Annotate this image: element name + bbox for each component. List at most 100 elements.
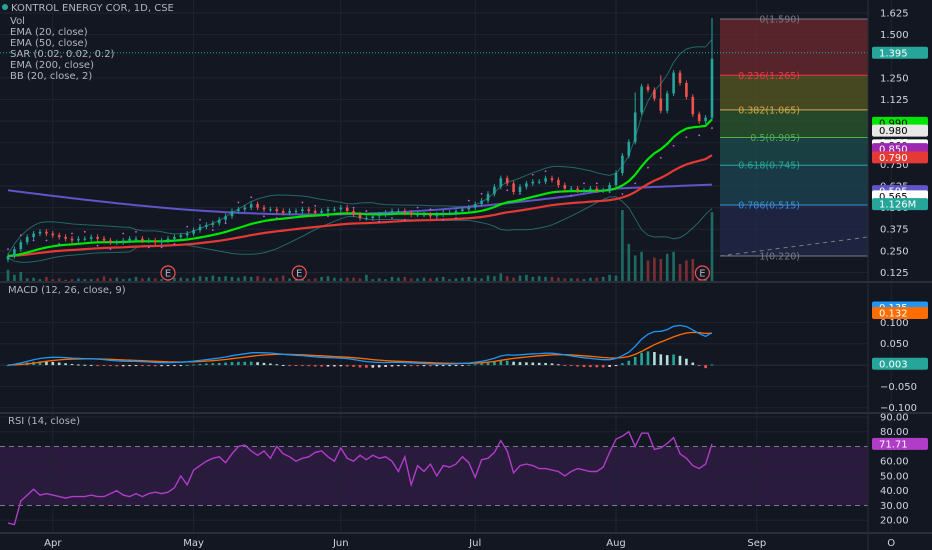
volume-bar bbox=[499, 273, 503, 282]
fib-level-label: 0.786(0.515) bbox=[738, 201, 800, 212]
price-tag: 0.790 bbox=[879, 153, 908, 164]
volume-bar bbox=[710, 212, 714, 282]
candle-body bbox=[64, 237, 67, 239]
macd-histogram-bar bbox=[409, 365, 413, 367]
sar-dot bbox=[71, 232, 73, 235]
candle-body bbox=[275, 209, 279, 212]
macd-histogram-bar bbox=[659, 354, 663, 366]
fib-zone bbox=[720, 109, 868, 138]
macd-histogram-bar bbox=[678, 355, 682, 366]
fib-level-label: 1(0.220) bbox=[759, 252, 800, 263]
volume-bar bbox=[685, 260, 688, 282]
volume-bar bbox=[569, 278, 573, 282]
macd-histogram-bar bbox=[326, 365, 330, 367]
volume-bar bbox=[646, 260, 650, 282]
macd-tag: 0.132 bbox=[879, 309, 908, 320]
candle-body bbox=[429, 214, 432, 217]
macd-histogram-bar bbox=[646, 351, 650, 366]
price-tick-label: 0.750 bbox=[880, 160, 909, 171]
candle-body bbox=[217, 219, 221, 224]
candle-body bbox=[89, 237, 93, 239]
macd-histogram-bar bbox=[525, 362, 528, 366]
macd-histogram-bar bbox=[345, 365, 349, 367]
sar-dot bbox=[506, 189, 509, 192]
macd-histogram-bar bbox=[672, 354, 675, 366]
candle-body bbox=[230, 211, 234, 217]
candle-body bbox=[493, 186, 496, 194]
ema20-line bbox=[7, 118, 713, 258]
macd-histogram-bar bbox=[531, 362, 535, 366]
macd-histogram-bar bbox=[307, 365, 311, 367]
macd-histogram-bar bbox=[269, 363, 272, 366]
macd-histogram-bar bbox=[211, 363, 215, 366]
candle-body bbox=[563, 185, 567, 189]
candle-body bbox=[358, 214, 362, 218]
macd-histogram-bar bbox=[70, 364, 74, 366]
macd-histogram-bar bbox=[454, 365, 458, 367]
candle-body bbox=[294, 211, 298, 213]
volume-bar bbox=[435, 277, 439, 282]
candle-body bbox=[333, 209, 336, 211]
volume-bar bbox=[653, 257, 656, 282]
volume-bar bbox=[281, 275, 285, 282]
macd-histogram-bar bbox=[134, 365, 138, 367]
sar-dot bbox=[685, 136, 688, 139]
volume-bar bbox=[397, 277, 400, 282]
earnings-marker-2: E bbox=[296, 269, 302, 280]
volume-bar bbox=[422, 277, 426, 282]
volume-bar bbox=[358, 278, 362, 282]
candle-body bbox=[371, 216, 375, 218]
volume-bar bbox=[326, 276, 330, 282]
macd-histogram-bar bbox=[653, 352, 656, 366]
time-tick-label: Jun bbox=[332, 538, 349, 549]
candle-body bbox=[198, 226, 202, 231]
macd-histogram-bar bbox=[256, 362, 259, 366]
candle-body bbox=[685, 83, 688, 97]
macd-histogram-bar bbox=[109, 365, 112, 367]
legend-sar: SAR (0.02, 0.02, 0.2) bbox=[10, 49, 115, 60]
sar-dot bbox=[531, 173, 534, 176]
candle-body bbox=[582, 190, 586, 192]
candle-body bbox=[345, 207, 349, 212]
candle-body bbox=[691, 96, 695, 115]
volume-bar bbox=[493, 276, 496, 282]
rsi-tag-bg bbox=[872, 437, 928, 450]
candle-body bbox=[45, 231, 48, 234]
candle-body bbox=[185, 233, 189, 236]
volume-bar bbox=[582, 279, 586, 282]
volume-bar bbox=[198, 276, 202, 282]
macd-histogram-bar bbox=[601, 365, 605, 368]
price-tick-label: 1.125 bbox=[880, 95, 909, 106]
macd-histogram-bar bbox=[461, 365, 464, 367]
volume-bar bbox=[550, 276, 554, 282]
candle-body bbox=[595, 188, 599, 191]
fibonacci-retracement[interactable]: 0(1.590) 0.236(1.265) 0.382(1.065) 0.5(0.90… bbox=[719, 15, 869, 263]
volume-bar bbox=[454, 278, 458, 282]
macd-histogram-bar bbox=[275, 364, 279, 366]
macd-pane bbox=[6, 324, 714, 369]
sar-dot bbox=[570, 194, 573, 197]
candle-body bbox=[281, 211, 285, 213]
volume-bar bbox=[192, 277, 195, 282]
volume-bar bbox=[256, 276, 259, 282]
volume-bar bbox=[77, 278, 80, 282]
macd-histogram-bar bbox=[288, 365, 291, 367]
fib-zone bbox=[720, 205, 868, 257]
macd-histogram-bar bbox=[249, 361, 253, 366]
volume-bar bbox=[102, 276, 106, 282]
candle-body bbox=[531, 181, 535, 184]
candle-body bbox=[269, 209, 272, 211]
macd-histogram-bar bbox=[365, 365, 368, 368]
candle-body bbox=[134, 238, 138, 240]
volume-bar bbox=[288, 278, 291, 282]
price-tick-label: 0.375 bbox=[880, 225, 909, 236]
sar-dot bbox=[378, 220, 381, 223]
time-axis[interactable]: Apr May Jun Jul Aug Sep O bbox=[44, 538, 895, 549]
fib-level-label: 0.236(1.265) bbox=[738, 71, 800, 82]
volume-bar bbox=[608, 274, 611, 282]
sar-dot bbox=[186, 225, 189, 228]
candle-body bbox=[672, 72, 675, 94]
volume-bar bbox=[563, 278, 567, 282]
candle-body bbox=[473, 204, 477, 208]
